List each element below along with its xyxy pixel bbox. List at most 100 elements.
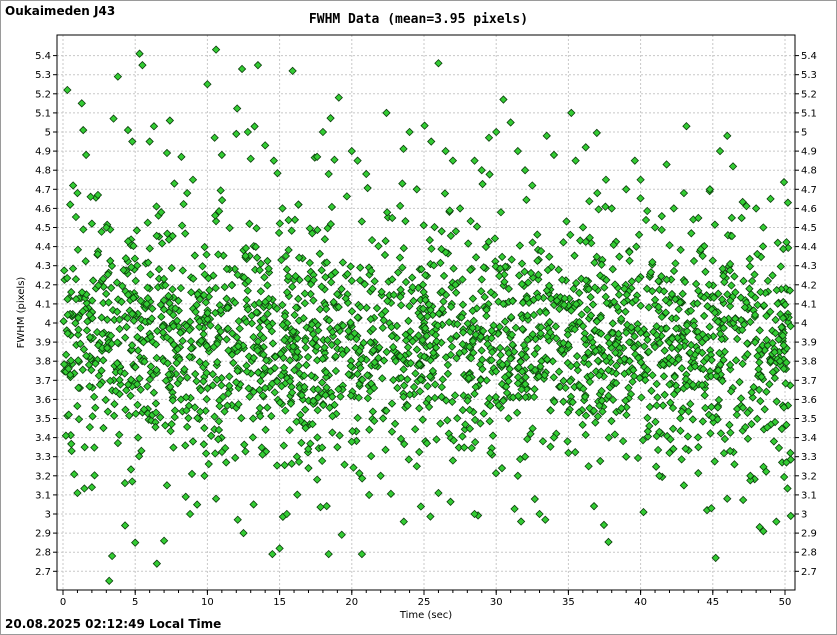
- data-point: [738, 359, 747, 368]
- data-point: [285, 356, 295, 365]
- data-point: [372, 303, 382, 313]
- data-point: [757, 372, 766, 382]
- data-point: [291, 271, 300, 281]
- data-point: [167, 263, 176, 273]
- data-point: [370, 358, 379, 367]
- data-point: [625, 256, 634, 265]
- data-point: [243, 286, 252, 295]
- data-point: [623, 320, 632, 330]
- data-point: [415, 387, 425, 396]
- data-point: [83, 317, 92, 326]
- data-point: [635, 373, 644, 383]
- data-point: [393, 268, 403, 277]
- data-point: [738, 495, 748, 505]
- data-point: [280, 311, 290, 321]
- data-point: [246, 154, 255, 163]
- data-point: [684, 407, 693, 416]
- data-point: [334, 302, 343, 312]
- data-point: [161, 281, 170, 290]
- data-point: [354, 393, 363, 402]
- data-point: [353, 156, 362, 165]
- data-point: [399, 392, 408, 402]
- data-point: [127, 309, 137, 319]
- data-point: [705, 322, 714, 332]
- data-point: [258, 450, 267, 459]
- data-point: [99, 356, 108, 365]
- data-point: [633, 324, 642, 334]
- data-point: [743, 339, 752, 348]
- data-point: [682, 122, 691, 131]
- data-point: [73, 245, 83, 254]
- data-point: [485, 394, 494, 403]
- data-point: [593, 356, 603, 365]
- data-point: [149, 388, 159, 397]
- data-point: [146, 270, 155, 279]
- data-point: [677, 455, 686, 464]
- data-point: [85, 422, 95, 432]
- data-point: [622, 328, 631, 337]
- data-point: [364, 490, 374, 500]
- data-point: [533, 344, 542, 353]
- data-point: [429, 261, 439, 270]
- data-point: [398, 179, 407, 188]
- y-tick-label: 2.8: [35, 548, 51, 559]
- data-point: [301, 343, 310, 352]
- data-point: [334, 385, 343, 394]
- data-point: [359, 338, 368, 348]
- data-point: [432, 337, 441, 346]
- data-point: [575, 381, 584, 390]
- data-point: [620, 284, 629, 293]
- data-point: [195, 357, 204, 367]
- data-point: [99, 423, 108, 433]
- data-point: [771, 315, 780, 325]
- data-point: [608, 328, 617, 338]
- data-point: [63, 85, 72, 95]
- data-point: [297, 391, 307, 400]
- data-point: [415, 404, 424, 413]
- data-point: [516, 517, 526, 526]
- data-point: [708, 256, 717, 265]
- data-point: [596, 271, 605, 280]
- data-point: [355, 276, 365, 285]
- data-point: [264, 268, 274, 277]
- data-point: [698, 251, 707, 261]
- data-point: [671, 314, 681, 323]
- data-point: [84, 360, 94, 370]
- data-point: [159, 356, 168, 366]
- data-point: [80, 442, 89, 452]
- data-point: [378, 374, 387, 383]
- data-point: [771, 329, 780, 338]
- data-point: [102, 343, 112, 353]
- data-point: [210, 133, 219, 142]
- data-point: [223, 324, 233, 333]
- data-point: [750, 270, 759, 279]
- data-point: [233, 366, 242, 376]
- data-point: [458, 300, 468, 309]
- data-point: [169, 443, 178, 452]
- data-point: [284, 215, 293, 225]
- data-point: [754, 365, 763, 374]
- data-point: [522, 294, 532, 303]
- data-point: [754, 345, 764, 355]
- data-point: [657, 225, 666, 235]
- data-point: [93, 190, 103, 200]
- data-point: [581, 237, 590, 247]
- data-point: [146, 362, 156, 371]
- data-point: [211, 217, 221, 226]
- data-point: [624, 383, 633, 392]
- data-point: [395, 253, 405, 262]
- data-point: [90, 471, 99, 480]
- data-point: [412, 345, 422, 354]
- data-point: [253, 60, 263, 70]
- data-point: [149, 122, 159, 131]
- data-point: [686, 399, 695, 409]
- data-point: [335, 431, 344, 440]
- data-point: [293, 334, 302, 343]
- data-point: [120, 369, 129, 378]
- data-point: [444, 318, 454, 327]
- data-point: [396, 434, 406, 443]
- data-point: [636, 358, 646, 367]
- data-point: [717, 334, 726, 344]
- data-point: [234, 342, 243, 351]
- data-point: [455, 204, 465, 213]
